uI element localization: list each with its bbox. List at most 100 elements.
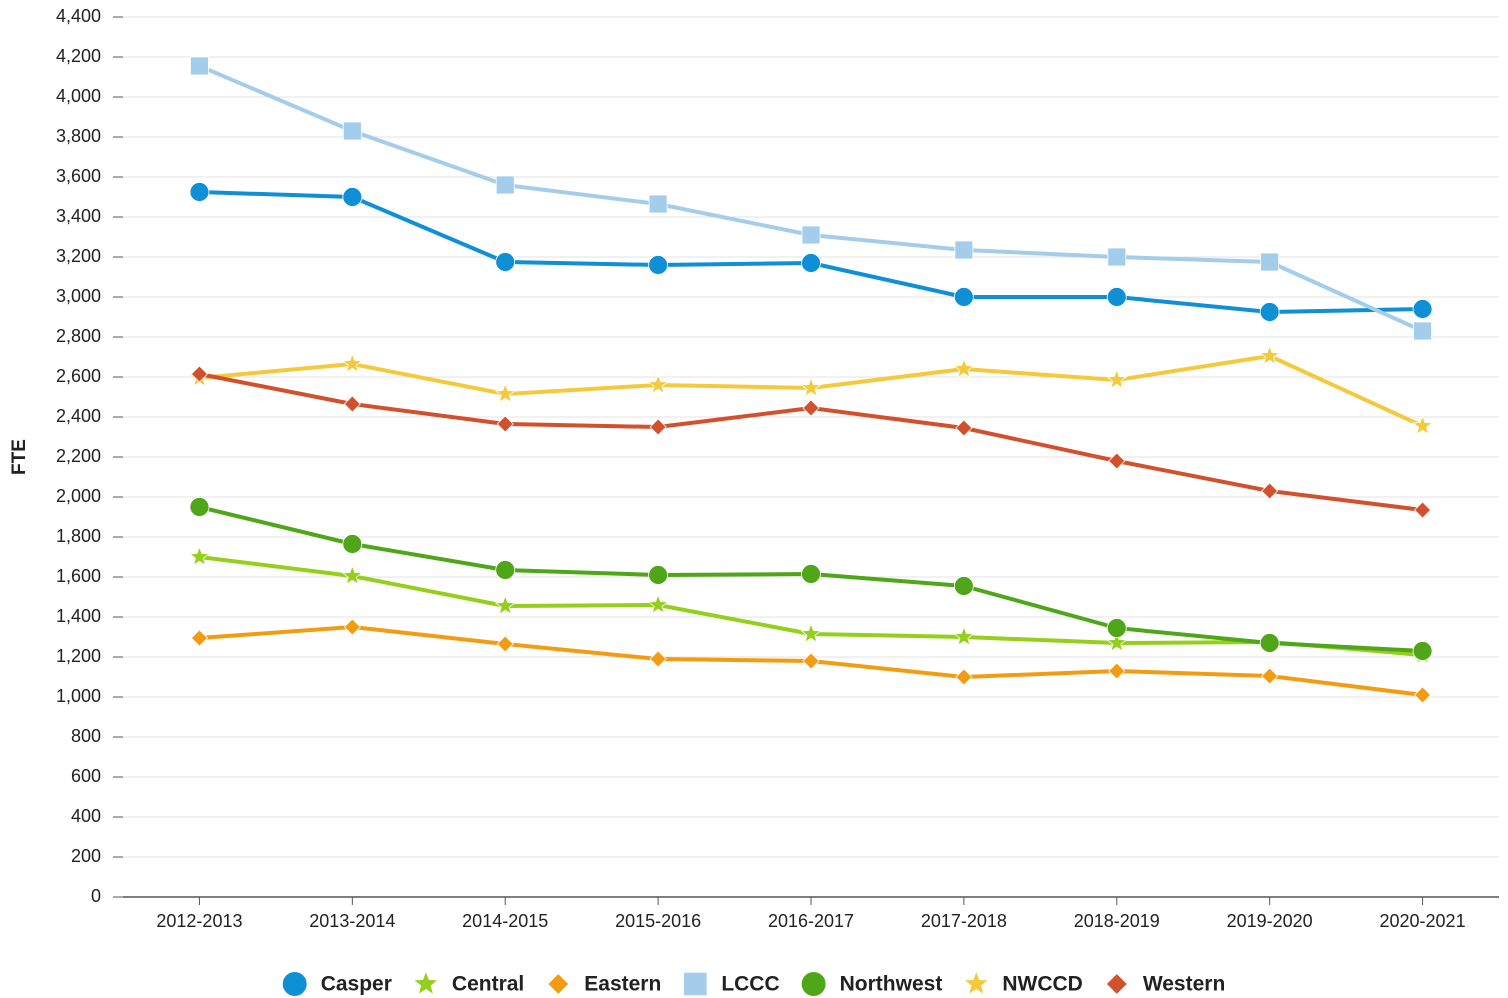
data-point — [800, 376, 822, 398]
legend-label: Northwest — [840, 973, 943, 996]
data-point — [190, 56, 209, 76]
x-tick-label: 2020-2021 — [1380, 911, 1466, 931]
y-tick-label: 200 — [71, 846, 101, 866]
data-point — [1108, 452, 1126, 470]
y-tick-label: 3,400 — [56, 206, 101, 226]
legend-label: Western — [1143, 973, 1225, 996]
data-point — [342, 187, 363, 207]
legend-marker — [547, 973, 570, 995]
data-point — [953, 625, 975, 647]
data-point — [495, 560, 516, 580]
series-line — [199, 190, 1423, 314]
y-tick-label: 0 — [91, 886, 101, 906]
data-point — [647, 593, 669, 615]
legend-marker — [683, 971, 708, 997]
y-tick-label: 1,800 — [56, 526, 101, 546]
y-tick-label: 1,400 — [56, 606, 101, 626]
data-point — [800, 622, 822, 644]
data-point — [955, 419, 973, 437]
legend-marker — [412, 969, 440, 996]
legend-marker — [1105, 973, 1128, 995]
data-point — [342, 534, 363, 554]
legend-marker — [281, 971, 308, 997]
y-tick-label: 800 — [71, 726, 101, 746]
data-point — [188, 545, 211, 567]
data-point — [1412, 299, 1433, 319]
y-tick-label: 3,000 — [56, 286, 101, 306]
data-point — [1261, 482, 1279, 500]
y-tick-label: 2,400 — [56, 406, 101, 426]
data-point — [496, 635, 514, 653]
data-point — [1106, 368, 1128, 390]
y-tick-label: 4,400 — [56, 6, 101, 26]
data-point — [954, 240, 974, 260]
x-tick-label: 2016-2017 — [768, 911, 854, 931]
data-point — [1261, 667, 1279, 685]
y-tick-label: 1,200 — [56, 646, 101, 666]
lines — [188, 56, 1434, 704]
data-point — [801, 564, 821, 584]
data-point — [495, 252, 516, 272]
data-point — [649, 418, 667, 436]
y-tick-label: 2,200 — [56, 446, 101, 466]
data-point — [496, 415, 514, 433]
data-point — [189, 182, 210, 202]
series-line — [198, 64, 1424, 333]
axes: 0 200 400 600 800 1,000 1,200 1,400 1,600 1,800 2,… — [56, 6, 1499, 931]
data-point — [648, 194, 668, 214]
data-point — [1108, 662, 1126, 680]
x-tick-label: 2013-2014 — [309, 911, 395, 931]
data-point — [342, 121, 362, 141]
data-point — [190, 365, 209, 383]
data-point — [1413, 686, 1432, 704]
y-tick-label: 2,800 — [56, 326, 101, 346]
data-point — [802, 399, 820, 417]
data-point — [953, 287, 974, 307]
data-point — [343, 618, 361, 636]
legend-marker — [962, 969, 990, 996]
x-tick-label: 2015-2016 — [615, 911, 701, 931]
data-point — [955, 668, 973, 686]
grid — [123, 16, 1499, 898]
data-point — [494, 382, 516, 404]
data-point — [495, 175, 515, 195]
data-point — [648, 565, 669, 585]
data-point — [953, 576, 974, 596]
data-point — [801, 225, 821, 245]
data-point — [1413, 501, 1432, 519]
data-point — [343, 395, 361, 413]
data-point — [1106, 287, 1127, 307]
y-tick-label: 4,000 — [56, 86, 101, 106]
data-point — [648, 255, 669, 275]
y-tick-label: 4,200 — [56, 46, 101, 66]
data-point — [1259, 302, 1280, 322]
legend-label: Central — [452, 973, 524, 996]
y-axis-label: FTE — [9, 439, 30, 475]
data-point — [494, 594, 516, 616]
data-point — [1106, 618, 1127, 638]
y-tick-label: 2,000 — [56, 486, 101, 506]
x-tick-label: 2017-2018 — [921, 911, 1007, 931]
data-point — [1411, 414, 1434, 436]
y-tick-label: 400 — [71, 806, 101, 826]
data-point — [802, 652, 820, 670]
data-point — [801, 253, 821, 273]
data-point — [647, 373, 669, 395]
x-tick-label: 2012-2013 — [156, 911, 242, 931]
y-tick-label: 1,600 — [56, 566, 101, 586]
y-tick-label: 3,200 — [56, 246, 101, 266]
legend-label: Casper — [321, 973, 392, 996]
x-tick-label: 2014-2015 — [462, 911, 548, 931]
legend-marker — [800, 971, 827, 997]
y-tick-label: 600 — [71, 766, 101, 786]
x-tick-label: 2018-2019 — [1074, 911, 1160, 931]
data-point — [190, 629, 209, 647]
legend-label: LCCC — [721, 973, 779, 996]
data-point — [953, 357, 975, 379]
data-point — [1259, 344, 1281, 366]
x-tick-label: 2019-2020 — [1227, 911, 1313, 931]
y-tick-label: 3,600 — [56, 166, 101, 186]
data-point — [1260, 252, 1280, 272]
data-point — [341, 352, 363, 374]
